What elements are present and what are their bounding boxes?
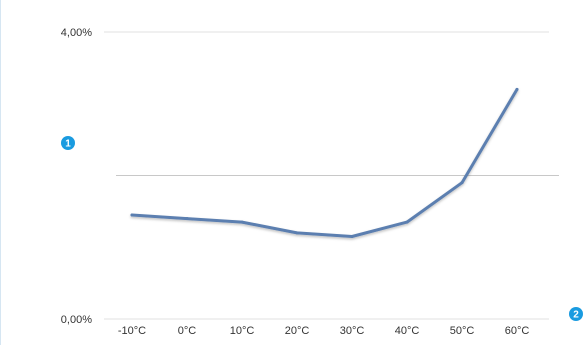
x-tick-label: 60°C (505, 325, 530, 337)
callout-badge-number: 1 (65, 139, 71, 150)
callout-badge-number: 2 (573, 310, 579, 321)
y-tick-label: 4,00% (61, 27, 92, 39)
x-tick-label: 10°C (230, 325, 255, 337)
data-point (130, 213, 134, 217)
data-point (515, 87, 519, 91)
data-point (185, 217, 189, 221)
data-point (240, 220, 244, 224)
y-tick-label: 0,00% (61, 314, 92, 326)
data-point (295, 231, 299, 235)
series-line (130, 87, 519, 238)
callout-badge-1 (61, 136, 75, 150)
x-tick-label: 50°C (450, 325, 475, 337)
x-tick-label: -10°C (118, 325, 146, 337)
callout-badge-2 (569, 307, 583, 321)
data-point (460, 181, 464, 185)
data-point (405, 220, 409, 224)
x-tick-label: 0°C (178, 325, 197, 337)
x-tick-label: 20°C (285, 325, 310, 337)
x-tick-label: 40°C (395, 325, 420, 337)
data-point (350, 234, 354, 238)
x-tick-label: 30°C (340, 325, 365, 337)
